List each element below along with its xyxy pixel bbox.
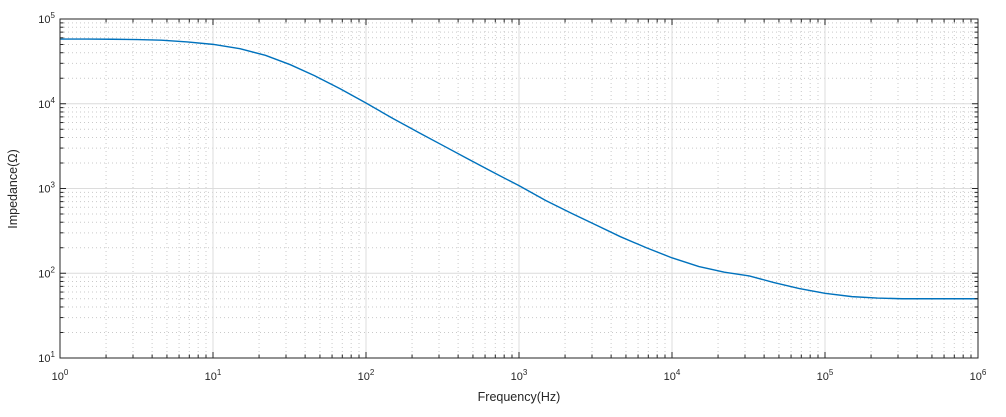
x-axis-label: Frequency(Hz) bbox=[478, 390, 561, 404]
x-tick-label: 106 bbox=[970, 368, 987, 383]
tick-labels: 100 101 102 103 104 105 106 101 102 103 104 105 bbox=[38, 11, 987, 383]
y-axis-label: Impedance(Ω) bbox=[6, 149, 20, 229]
x-tick-label: 103 bbox=[511, 368, 528, 383]
y-tick-label: 101 bbox=[38, 350, 55, 365]
axis-box bbox=[59, 18, 979, 359]
y-tick-label: 105 bbox=[38, 11, 55, 26]
x-tick-label: 100 bbox=[52, 368, 69, 383]
impedance-curve bbox=[59, 38, 978, 300]
x-tick-label: 102 bbox=[358, 368, 375, 383]
y-tick-label: 102 bbox=[38, 265, 55, 280]
x-tick-label: 101 bbox=[205, 368, 222, 383]
series-curve bbox=[59, 38, 978, 300]
major-grid bbox=[60, 19, 978, 358]
y-tick-label: 103 bbox=[38, 181, 55, 196]
x-tick-label: 104 bbox=[664, 368, 681, 383]
y-tick-label: 104 bbox=[38, 96, 55, 111]
x-tick-label: 105 bbox=[817, 368, 834, 383]
